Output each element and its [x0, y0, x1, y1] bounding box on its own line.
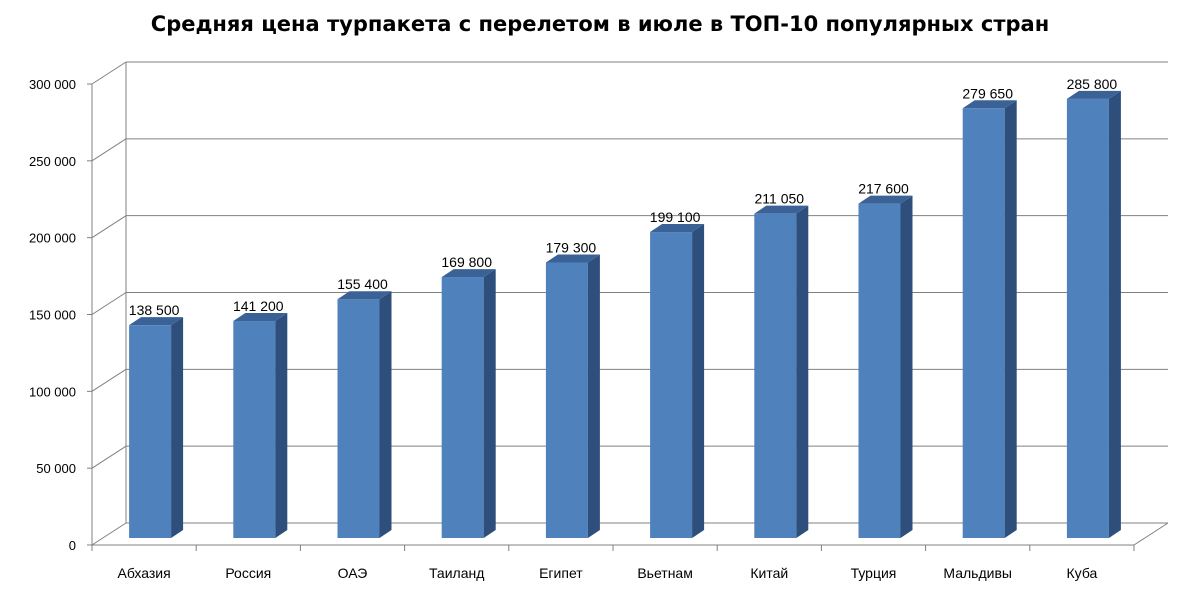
- chart-title: Средняя цена турпакета с перелетом в июл…: [150, 12, 1050, 36]
- bar: [441, 269, 496, 538]
- bar: [545, 254, 600, 539]
- bar-top: [545, 254, 600, 263]
- gridline-depth: [91, 292, 127, 315]
- x-tick-label: Турция: [851, 565, 897, 581]
- data-label: 285 800: [1067, 76, 1118, 92]
- bar: [1066, 90, 1121, 538]
- data-labels: 138 500 141 200 155 400 169 800 179 300 199 1…: [129, 76, 1118, 318]
- data-label: 217 600: [858, 181, 909, 197]
- y-axis-labels: 0 50 000 100 000 150 000 200 000 250 000 300 0…: [29, 77, 76, 553]
- x-tick-label: Куба: [1067, 565, 1098, 581]
- bar-side: [692, 224, 705, 538]
- y-tick-label: 0: [69, 538, 76, 553]
- bar: [233, 313, 288, 538]
- gridline-depth: [91, 445, 127, 469]
- bar-front: [441, 277, 484, 538]
- data-label: 141 200: [233, 298, 284, 314]
- x-axis-labels: Абхазия Россия ОАЭ Таиланд Египет Вьетнам Кита…: [118, 565, 1098, 581]
- bar-side: [171, 317, 184, 538]
- bar: [129, 317, 184, 538]
- axes: [87, 62, 1169, 551]
- bar-top: [1066, 90, 1121, 99]
- bar-side: [275, 313, 288, 538]
- gridline-depth: [91, 138, 127, 162]
- bars: [129, 90, 1121, 539]
- bar-top: [337, 291, 392, 300]
- gridline-depth: [91, 215, 127, 239]
- gridline-depth: [91, 368, 127, 392]
- bar-top: [858, 195, 913, 204]
- bar-top: [233, 313, 288, 322]
- y-tick-label: 100 000: [29, 384, 76, 399]
- x-tick-label: Китай: [750, 565, 788, 581]
- gridline-depth: [91, 522, 127, 546]
- data-label: 155 400: [337, 276, 388, 292]
- x-tick-label: Таиланд: [429, 565, 484, 581]
- x-tick-label: Египет: [539, 565, 583, 581]
- data-label: 179 300: [546, 239, 597, 255]
- bar-side: [379, 291, 392, 538]
- y-tick-label: 50 000: [36, 461, 76, 476]
- bar-front: [754, 213, 797, 538]
- bar-side: [483, 269, 496, 538]
- bar: [858, 195, 913, 538]
- data-label: 169 800: [441, 254, 492, 270]
- bar-front: [337, 299, 380, 538]
- bar-side: [1108, 90, 1121, 538]
- data-label: 211 050: [755, 191, 805, 207]
- bar-front: [129, 325, 172, 538]
- bar-front: [962, 108, 1005, 538]
- bar-front: [233, 321, 276, 538]
- gridline-depth: [91, 61, 127, 85]
- data-label: 138 500: [129, 302, 180, 318]
- bar-side: [1004, 100, 1017, 538]
- bar-top: [650, 224, 705, 233]
- bar: [962, 100, 1017, 538]
- data-label: 199 100: [650, 209, 701, 225]
- bar-top: [754, 205, 809, 214]
- bar-top: [129, 317, 184, 326]
- y-tick-label: 150 000: [29, 308, 76, 323]
- bar-front: [1066, 98, 1109, 538]
- bar: [337, 291, 392, 538]
- bar-side: [796, 205, 809, 538]
- bar: [754, 205, 809, 538]
- bar-front: [545, 262, 588, 538]
- x-tick-label: Мальдивы: [943, 565, 1012, 581]
- bar-front: [858, 203, 901, 538]
- bar-front: [650, 232, 693, 538]
- bar-top: [441, 269, 496, 278]
- bar-side: [900, 195, 913, 538]
- x-tick-label: Вьетнам: [637, 565, 693, 581]
- bar-side: [587, 254, 600, 539]
- y-tick-label: 300 000: [29, 77, 76, 92]
- x-tick-label: ОАЭ: [338, 565, 368, 581]
- floor-right-edge: [1133, 522, 1169, 546]
- y-tick-label: 200 000: [29, 231, 76, 246]
- bar-top: [962, 100, 1017, 109]
- x-tick-label: Абхазия: [118, 565, 171, 581]
- bar: [650, 224, 705, 538]
- data-label: 279 650: [962, 85, 1013, 101]
- y-tick-label: 250 000: [29, 154, 76, 169]
- x-tick-label: Россия: [225, 565, 271, 581]
